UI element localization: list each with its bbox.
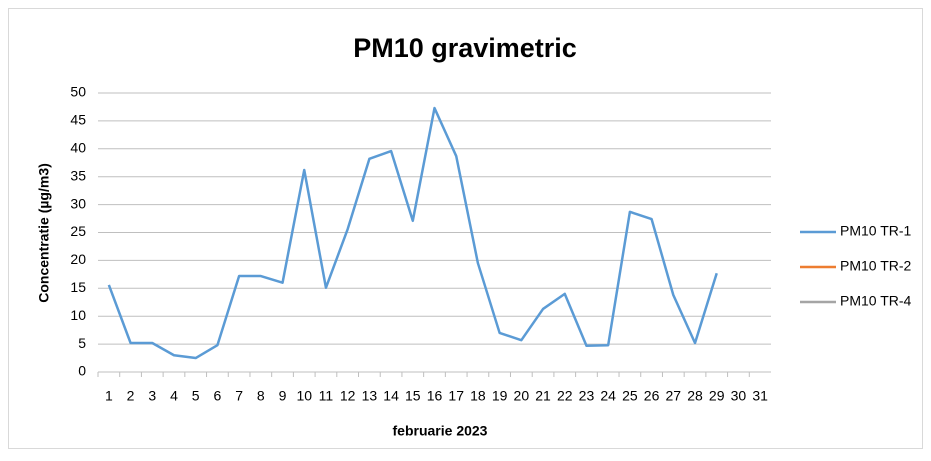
x-tick-label: 22 [557,388,573,404]
data-line [107,106,718,360]
x-tick-label: 10 [296,388,312,404]
x-tick-label: 23 [579,388,595,404]
x-tick-label: 26 [644,388,660,404]
x-tick-label: 24 [600,388,616,404]
y-tick-label: 25 [70,223,86,239]
x-tick-label: 7 [235,388,243,404]
x-tick-label: 9 [279,388,287,404]
y-tick-label: 5 [78,335,86,351]
y-tick-label: 30 [70,195,86,211]
chart-title: PM10 gravimetric [353,33,577,63]
x-tick-label: 6 [214,388,222,404]
x-tick-label: 20 [514,388,530,404]
y-tick-label: 15 [70,279,86,295]
x-tick-label: 31 [752,388,768,404]
x-tick-label: 21 [535,388,551,404]
y-tick-label: 10 [70,307,86,323]
x-tick-label: 8 [257,388,265,404]
x-tick-label: 28 [687,388,703,404]
y-tick-label: 35 [70,167,86,183]
x-tick-label: 19 [492,388,508,404]
x-tick-label: 30 [731,388,747,404]
x-tick-label: 1 [105,388,113,404]
x-tick-label: 4 [170,388,178,404]
x-tick-label: 3 [148,388,156,404]
y-tick-label: 50 [70,84,86,100]
x-tick-label: 17 [448,388,464,404]
x-tick-label: 11 [319,388,334,404]
y-axis-label: Concentratie (µg/m3) [36,163,52,303]
y-tick-label: 20 [70,251,86,267]
legend-label: PM10 TR-4 [840,293,912,309]
legend-label: PM10 TR-1 [840,223,912,239]
y-tick-label: 0 [78,363,86,379]
y-tick-label: 40 [70,140,86,156]
x-tick-label: 13 [362,388,378,404]
legend-label: PM10 TR-2 [840,258,912,274]
chart-frame [8,8,923,449]
x-tick-label: 16 [427,388,443,404]
x-tick-label: 5 [192,388,200,404]
x-tick-label: 25 [622,388,638,404]
y-tick-label: 45 [70,112,86,128]
x-tick-label: 15 [405,388,421,404]
x-tick-label: 27 [666,388,682,404]
x-axis-label: februarie 2023 [393,423,488,439]
x-tick-label: 29 [709,388,725,404]
x-tick-label: 18 [470,388,486,404]
x-tick-label: 12 [340,388,356,404]
x-tick-label: 2 [127,388,135,404]
x-tick-label: 14 [383,388,399,404]
